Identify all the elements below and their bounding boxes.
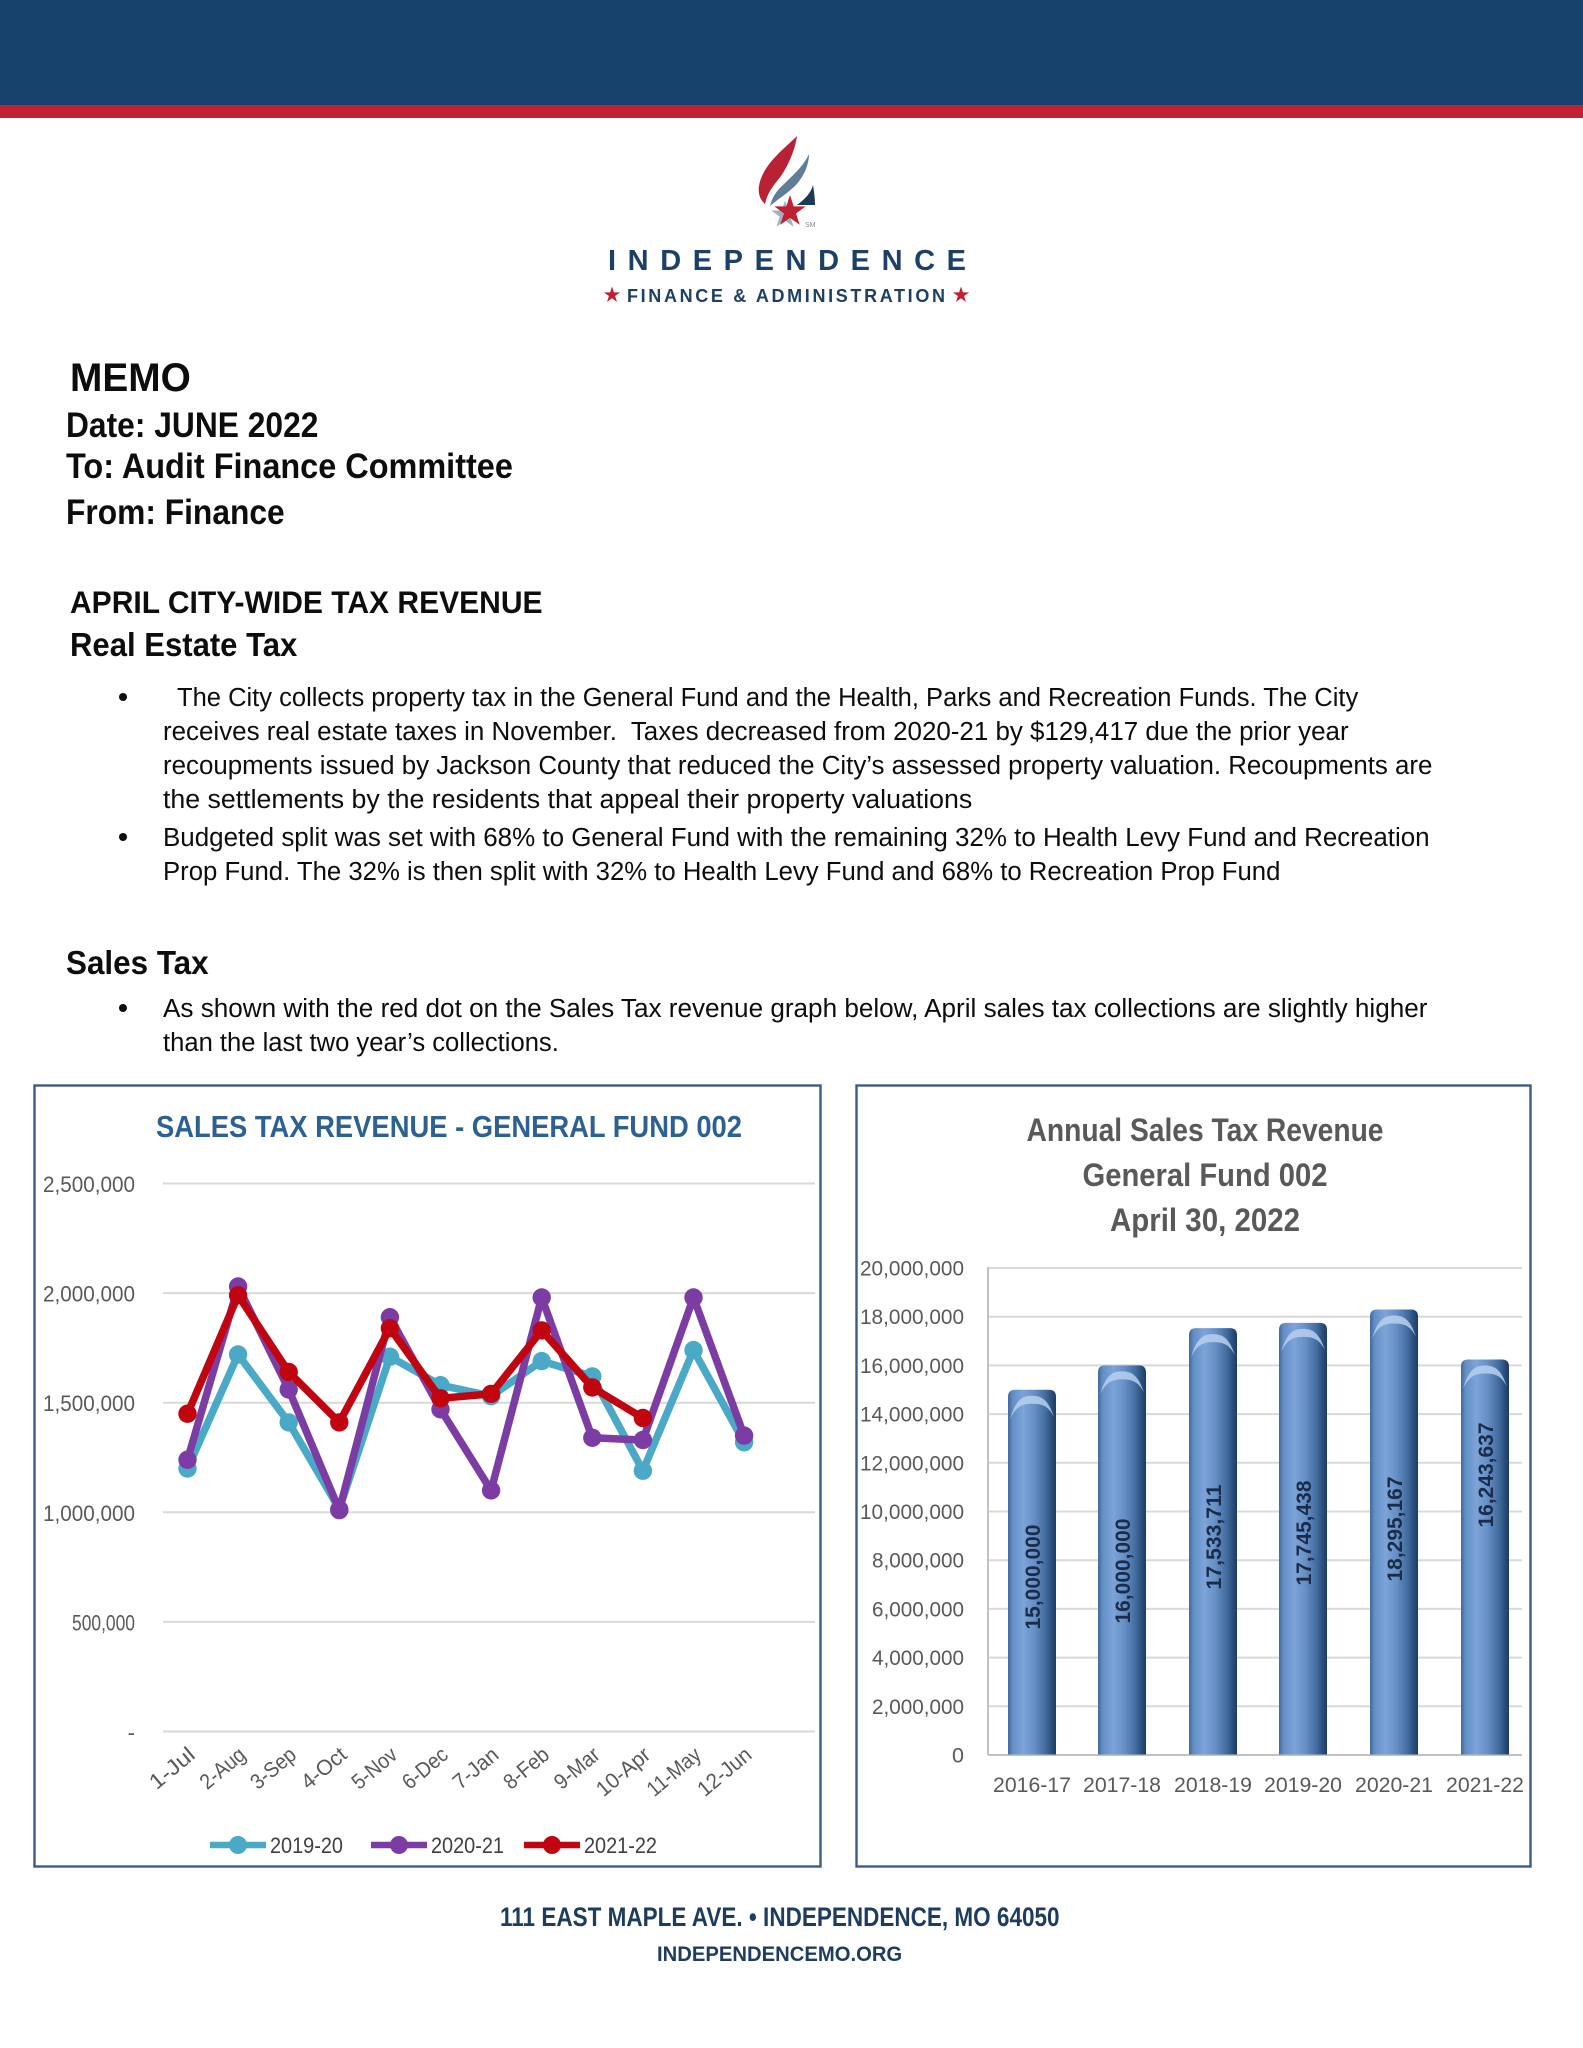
svg-text:0: 0: [952, 1744, 964, 1768]
svg-text:17,745,438: 17,745,438: [1293, 1480, 1316, 1585]
svg-text:2,000,000: 2,000,000: [43, 1282, 135, 1307]
svg-text:15,000,000: 15,000,000: [1022, 1525, 1045, 1630]
svg-text:6,000,000: 6,000,000: [872, 1597, 964, 1621]
svg-text:8,000,000: 8,000,000: [872, 1549, 964, 1573]
svg-text:2018-19: 2018-19: [1174, 1774, 1252, 1797]
svg-text:2,500,000: 2,500,000: [43, 1172, 135, 1197]
svg-text:2019-20: 2019-20: [1264, 1774, 1342, 1797]
svg-text:17,533,711: 17,533,711: [1203, 1484, 1226, 1589]
svg-text:12,000,000: 12,000,000: [860, 1451, 964, 1475]
svg-text:10,000,000: 10,000,000: [860, 1500, 964, 1524]
svg-text:FINANCE & ADMINISTRATION: FINANCE & ADMINISTRATION: [627, 286, 945, 306]
svg-text:SALES TAX REVENUE - GENERAL FU: SALES TAX REVENUE - GENERAL FUND 002: [156, 1109, 742, 1144]
svg-text:2017-18: 2017-18: [1083, 1774, 1161, 1797]
svg-text:2,000,000: 2,000,000: [872, 1695, 964, 1719]
svg-text:14,000,000: 14,000,000: [860, 1403, 964, 1427]
svg-text:2016-17: 2016-17: [993, 1774, 1071, 1797]
svg-text:Annual Sales Tax Revenue: Annual Sales Tax Revenue: [1027, 1112, 1384, 1148]
svg-text:2021-22: 2021-22: [1446, 1774, 1524, 1797]
svg-text:1,500,000: 1,500,000: [43, 1391, 135, 1416]
svg-text:2020-21: 2020-21: [431, 1833, 504, 1858]
svg-text:2019-20: 2019-20: [270, 1833, 343, 1858]
svg-text:2021-22: 2021-22: [584, 1833, 657, 1858]
svg-text:500,000: 500,000: [72, 1610, 135, 1635]
svg-text:1,000,000: 1,000,000: [43, 1501, 135, 1526]
svg-text:SM: SM: [805, 222, 816, 229]
svg-text:General Fund 002: General Fund 002: [1083, 1157, 1328, 1193]
svg-text:20,000,000: 20,000,000: [860, 1257, 964, 1281]
svg-text:4,000,000: 4,000,000: [872, 1646, 964, 1670]
svg-text:16,000,000: 16,000,000: [860, 1354, 964, 1378]
svg-text:18,295,167: 18,295,167: [1384, 1477, 1407, 1582]
svg-text:16,243,637: 16,243,637: [1475, 1423, 1498, 1528]
svg-text:16,000,000: 16,000,000: [1112, 1519, 1135, 1624]
svg-text:April 30, 2022: April 30, 2022: [1110, 1202, 1300, 1238]
svg-text:INDEPENDENCE: INDEPENDENCE: [608, 245, 966, 277]
svg-text:-: -: [128, 1720, 135, 1745]
svg-text:2020-21: 2020-21: [1355, 1774, 1433, 1797]
svg-text:18,000,000: 18,000,000: [860, 1305, 964, 1329]
